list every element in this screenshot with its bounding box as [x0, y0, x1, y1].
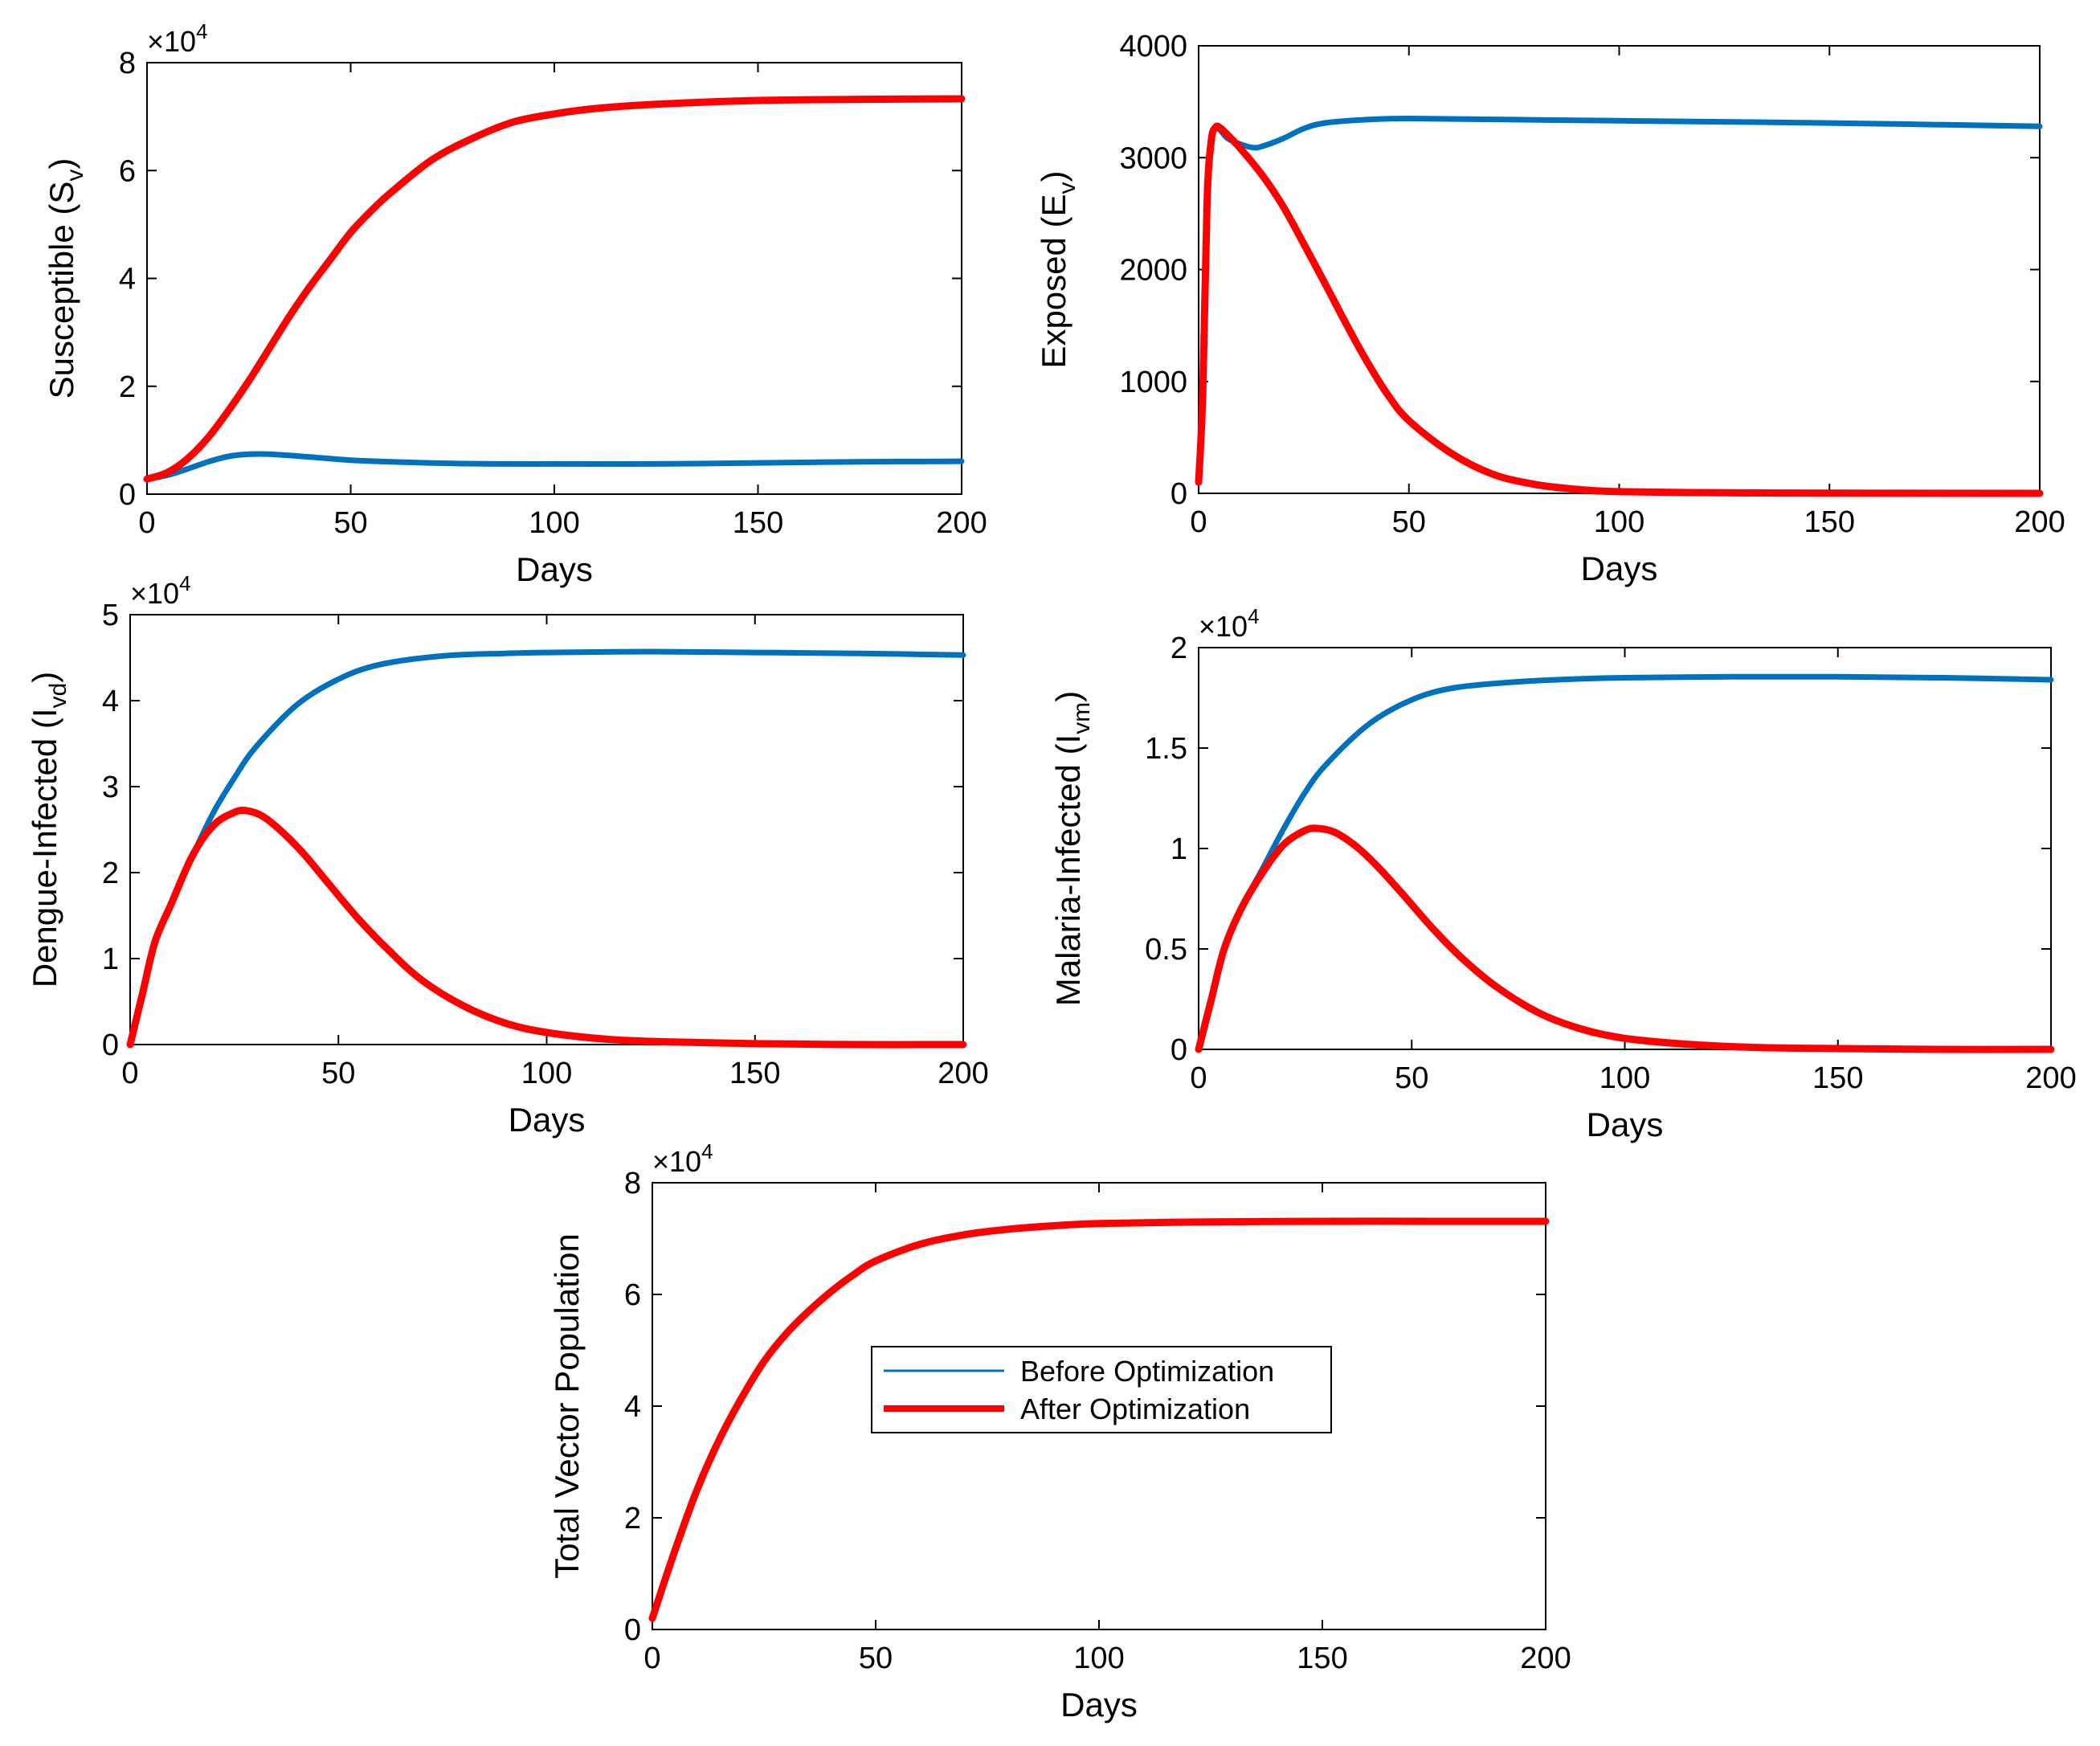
series-after-optimization [126, 806, 967, 1049]
x-tick-label: 100 [1594, 505, 1644, 539]
y-tick-label: 0 [1171, 477, 1187, 511]
x-tick-label: 200 [2025, 1061, 2076, 1095]
x-axis-label: Days [1581, 550, 1658, 587]
y-exponent-label: ×104 [652, 1139, 713, 1178]
x-tick-label: 50 [333, 506, 367, 540]
y-tick-label: 2 [1171, 632, 1187, 665]
y-tick-label: 1.5 [1145, 732, 1187, 766]
x-axis-label: Days [516, 550, 593, 588]
y-tick-label: 2 [119, 370, 136, 404]
series-before-optimization [1195, 116, 2043, 485]
chart-total: 0 50 100 150 200 0 2 4 6 8 ×104 Days Total Vector Po… [548, 1139, 1571, 1724]
y-exponent-label: ×104 [147, 19, 208, 58]
y-axis-label: Total Vector Population [548, 1233, 586, 1579]
y-tick-label: 0.5 [1145, 933, 1187, 967]
x-axis-label: Days [509, 1101, 586, 1139]
x-tick-label: 50 [321, 1057, 355, 1090]
x-tick-label: 200 [1520, 1642, 1571, 1675]
legend-box [871, 1346, 1332, 1433]
y-tick-label: 2 [624, 1502, 641, 1535]
chart-susceptible: 0 50 100 150 200 0 2 4 6 8 ×104 Days Susceptible (Sv… [43, 19, 987, 588]
chart-dengue: 0 50 100 150 200 0 1 2 3 4 5 ×104 Days Dengue-Infecte… [26, 571, 989, 1139]
y-tick-label: 2 [102, 857, 119, 890]
axes-box [146, 62, 962, 495]
y-exponent-label: ×104 [130, 571, 191, 610]
x-tick-label: 0 [121, 1057, 138, 1090]
x-tick-label: 200 [2014, 505, 2065, 539]
axes-box [1198, 647, 2052, 1050]
x-tick-label: 0 [138, 506, 155, 540]
y-axis-label: Exposed (Ev) [1035, 170, 1081, 368]
x-tick-label: 50 [1392, 505, 1426, 539]
x-tick-label: 0 [1190, 505, 1207, 539]
y-axis-label: Susceptible (Sv) [43, 158, 88, 399]
y-tick-label: 8 [119, 47, 136, 80]
y-axis-label: Malaria-Infected (Ivm) [1049, 691, 1095, 1006]
x-tick-label: 50 [1395, 1061, 1428, 1095]
y-axis-label: Dengue-Infected (Ivd) [26, 672, 71, 988]
legend-label-after: After Optimization [1020, 1392, 1250, 1425]
x-tick-label: 0 [643, 1642, 660, 1675]
x-axis-label: Days [1587, 1106, 1664, 1143]
axes-box [129, 614, 964, 1045]
y-tick-label: 1 [102, 943, 119, 976]
x-tick-label: 150 [729, 1057, 780, 1090]
y-tick-label: 0 [119, 478, 136, 512]
y-tick-label: 6 [119, 154, 136, 188]
chart-malaria: 0 50 100 150 200 0 0.5 1 1.5 2 ×104 Days Malaria-Inf… [1049, 604, 2077, 1143]
series-after-optimization [143, 95, 966, 483]
y-tick-label: 0 [102, 1028, 119, 1062]
y-exponent-label: ×104 [1199, 604, 1260, 643]
series-before-optimization [127, 648, 966, 1048]
x-tick-label: 100 [521, 1057, 572, 1090]
y-tick-label: 0 [1171, 1033, 1187, 1067]
y-tick-label: 4000 [1119, 30, 1187, 63]
y-tick-label: 4 [624, 1390, 641, 1424]
series-after-optimization [1195, 824, 2055, 1053]
x-axis-label: Days [1060, 1686, 1138, 1724]
y-tick-label: 4 [102, 685, 119, 718]
x-tick-label: 100 [1073, 1642, 1124, 1675]
x-tick-label: 150 [1297, 1642, 1347, 1675]
chart-exposed: 0 50 100 150 20001000200030004000DaysExposed… [1035, 30, 2065, 587]
x-tick-label: 150 [1804, 505, 1855, 539]
axes-box [1198, 45, 2041, 494]
legend-label-before: Before Optimization [1020, 1355, 1274, 1388]
y-tick-label: 4 [119, 263, 136, 296]
y-tick-label: 0 [624, 1613, 641, 1647]
x-tick-label: 0 [1190, 1061, 1207, 1095]
series-before-optimization [144, 451, 965, 482]
y-tick-label: 2000 [1119, 254, 1187, 288]
y-tick-label: 3000 [1119, 141, 1187, 175]
y-tick-label: 1000 [1119, 366, 1187, 399]
x-tick-label: 150 [1812, 1061, 1863, 1095]
y-tick-label: 8 [624, 1167, 641, 1200]
series-after-optimization [648, 1217, 1550, 1622]
x-tick-label: 100 [1600, 1061, 1650, 1095]
x-tick-label: 50 [859, 1642, 893, 1675]
x-tick-label: 150 [733, 506, 783, 540]
x-tick-label: 100 [529, 506, 579, 540]
series-after-optimization [1195, 122, 2044, 497]
legend: Before Optimization After Optimization [871, 1346, 1332, 1433]
y-tick-label: 6 [624, 1278, 641, 1312]
series-before-optimization [1195, 673, 2054, 1053]
x-tick-label: 200 [936, 506, 987, 540]
y-tick-label: 1 [1171, 832, 1187, 866]
y-tick-label: 5 [102, 599, 119, 632]
y-tick-label: 3 [102, 771, 119, 804]
x-tick-label: 200 [938, 1057, 988, 1090]
